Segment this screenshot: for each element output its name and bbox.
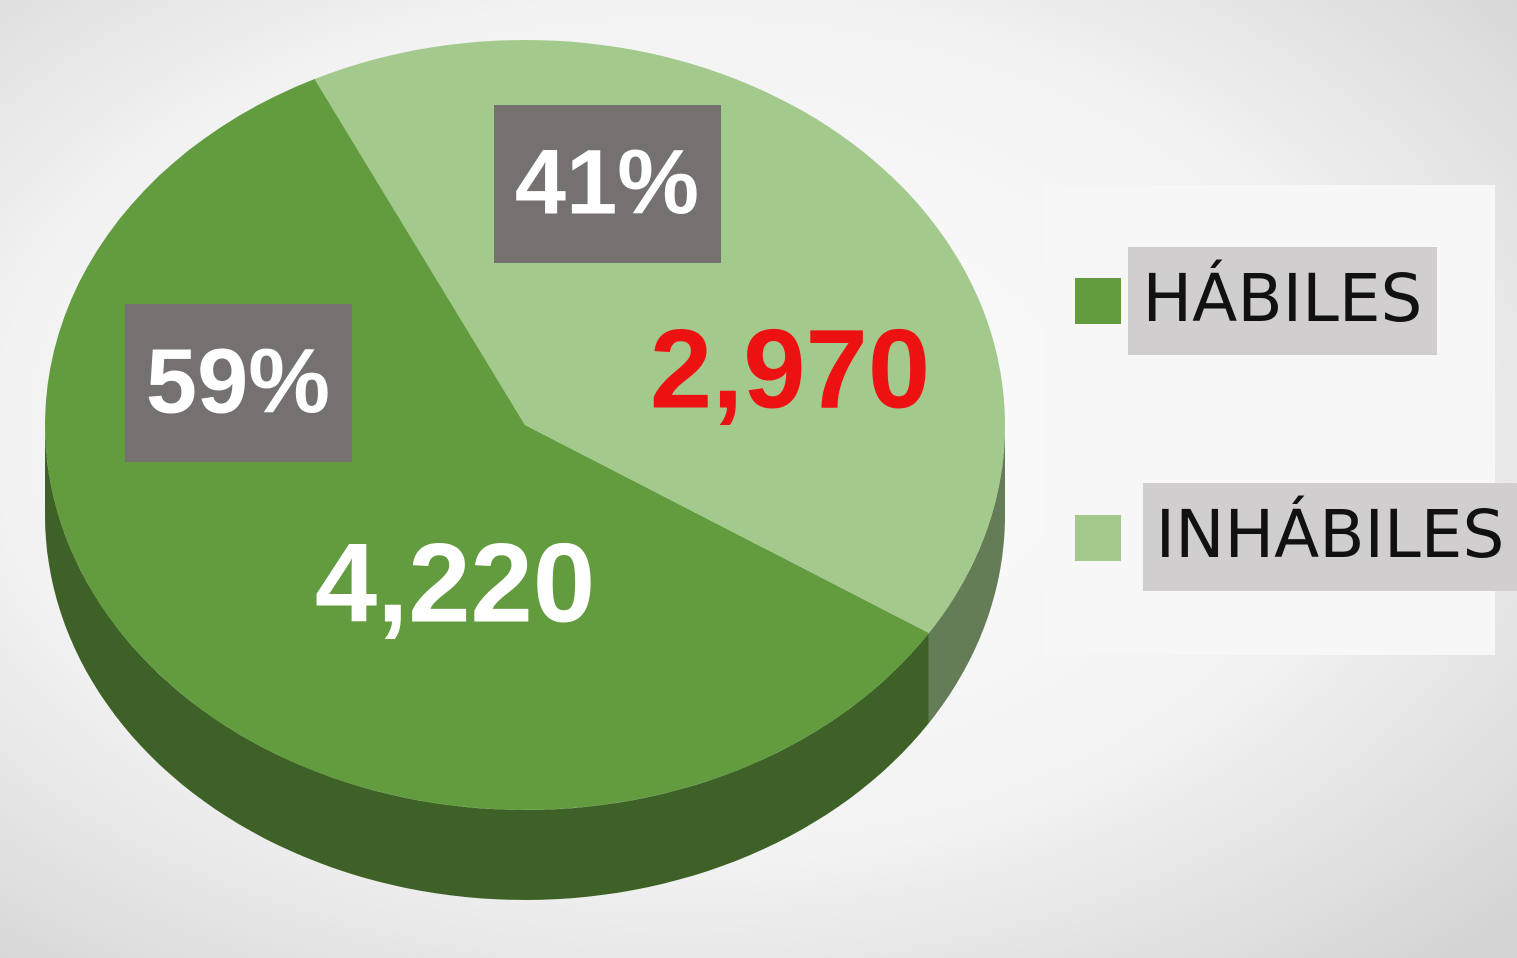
legend-label: HÁBILES xyxy=(1143,260,1423,337)
value-label: 2,970 xyxy=(650,307,930,432)
legend-swatch xyxy=(1075,278,1121,324)
percentage-box xyxy=(125,304,352,462)
percentage-label: 41% xyxy=(515,131,699,233)
pie-side xyxy=(928,425,1005,723)
legend-label-box xyxy=(1128,247,1437,355)
percentage-box xyxy=(494,105,721,263)
percentage-label: 59% xyxy=(146,330,330,432)
pie-slice xyxy=(45,79,929,810)
pie-slice xyxy=(314,40,1006,633)
legend-label-box xyxy=(1143,483,1517,591)
legend-label: INHÁBILES xyxy=(1156,496,1505,573)
value-label: 4,220 xyxy=(315,521,595,646)
legend-swatch xyxy=(1075,515,1121,561)
pie-side xyxy=(45,425,929,900)
